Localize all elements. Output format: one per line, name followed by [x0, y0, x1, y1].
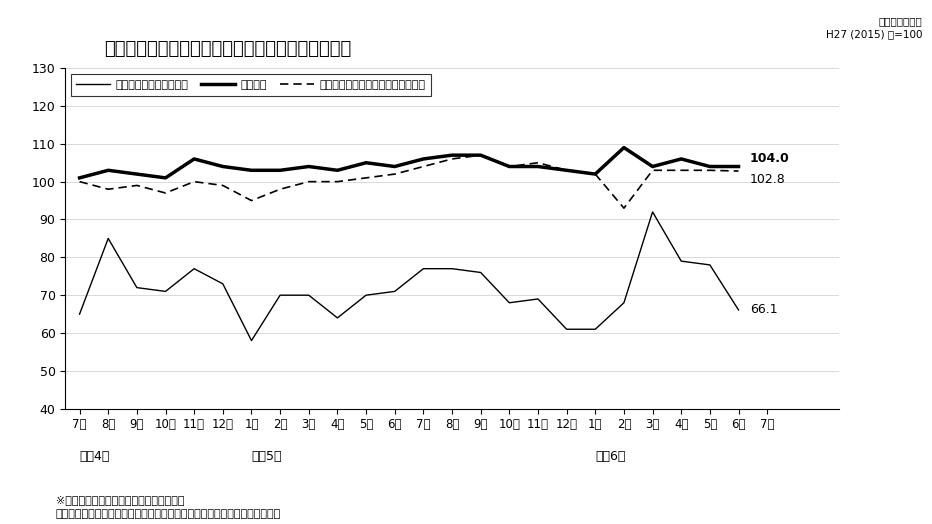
Text: 季節調整済指数
H27 (2015) 年=100: 季節調整済指数 H27 (2015) 年=100 — [826, 16, 923, 39]
Text: 104.0: 104.0 — [750, 151, 789, 165]
Text: 66.1: 66.1 — [750, 303, 777, 316]
Text: 食料品工業（畜産関係・飲料・その他）の生産指数: 食料品工業（畜産関係・飲料・その他）の生産指数 — [104, 40, 351, 58]
Text: 令和6年: 令和6年 — [596, 451, 625, 463]
Text: 令和5年: 令和5年 — [252, 451, 282, 463]
Legend: 飲料（焼酎・清涼飲料）, 畜産関係, 食料品工業（除く畜産関係・飲料）: 飲料（焼酎・清涼飲料）, 畜産関係, 食料品工業（除く畜産関係・飲料） — [71, 74, 431, 95]
Text: 102.8: 102.8 — [750, 173, 786, 186]
Text: 令和4年: 令和4年 — [79, 451, 110, 463]
Text: ※畜産関係＝　食肉、乳製品、配合飼料等: ※畜産関係＝ 食肉、乳製品、配合飼料等 — [56, 495, 185, 505]
Text: 食料品工業（除く畜産関係・飲料）＝　食料品工業－（畜産関係＋飲料）: 食料品工業（除く畜産関係・飲料）＝ 食料品工業－（畜産関係＋飲料） — [56, 509, 281, 519]
